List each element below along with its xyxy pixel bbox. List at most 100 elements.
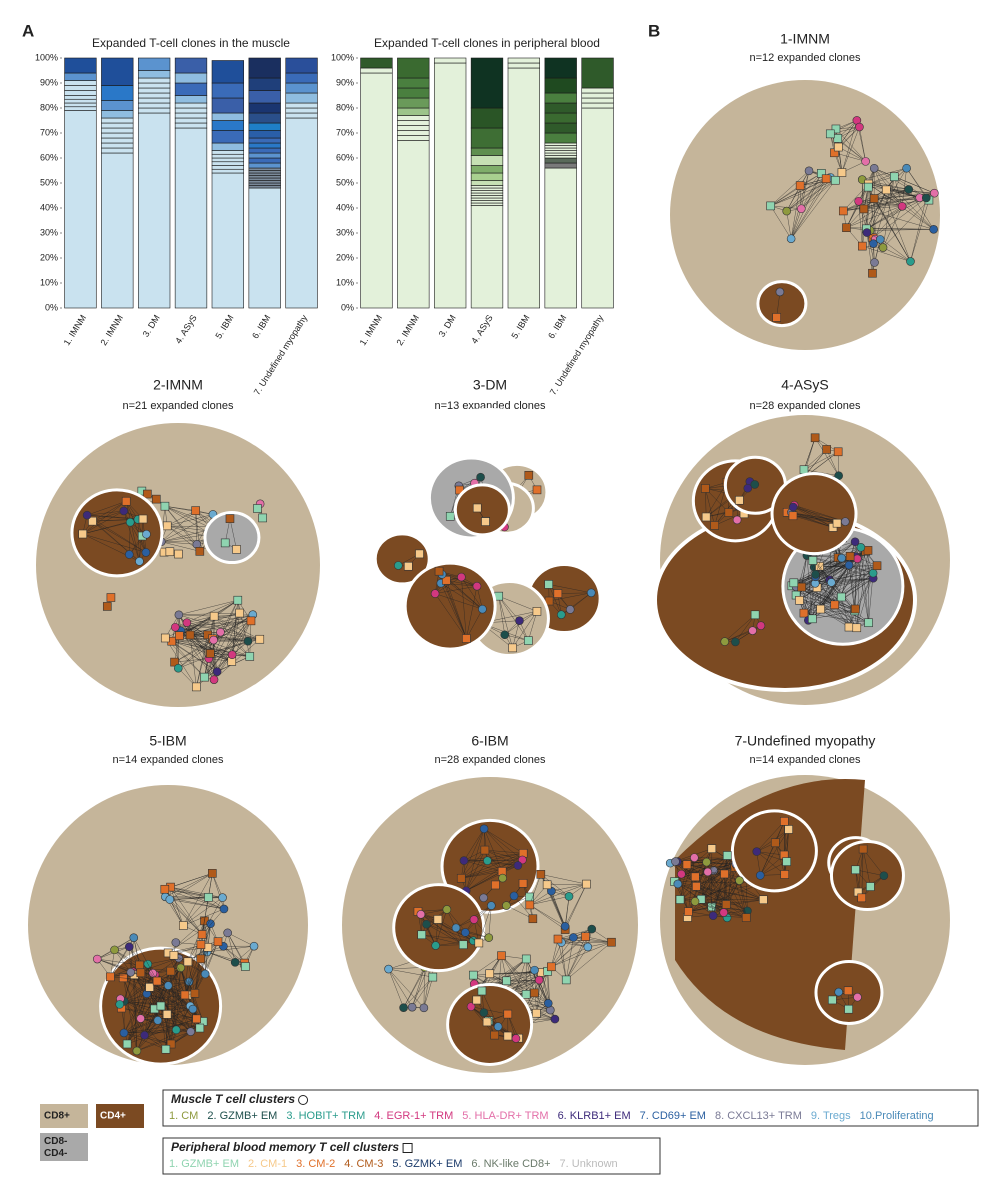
blood-cell [890,172,899,182]
edge [872,239,881,274]
bar-segment [174,72,208,84]
muscle-cell [735,876,744,885]
bar-segment [248,112,281,124]
bar-segment [248,147,281,154]
bar-segment [544,142,577,146]
blood-cell [174,549,183,559]
edge [882,206,903,248]
muscle-cell [586,588,596,598]
blood-cell [151,494,161,504]
bar-segment [285,92,318,104]
edge [712,873,725,916]
edge [423,967,425,1008]
edge [165,637,197,688]
blood-cell [233,595,243,605]
edge [564,883,587,930]
blood-cell [166,1039,176,1049]
edge [483,828,519,866]
edge [212,873,225,910]
blood-cell [795,181,805,190]
blood-cell [434,566,444,576]
edge [195,510,198,545]
edge [674,861,707,882]
legend-item: 3. CM-2 [296,1158,335,1170]
blood-cell [859,204,869,214]
blood-cell [863,182,873,192]
edge [123,977,141,1019]
network-title: 1-IMNM [780,31,830,47]
bar-segment [101,132,134,139]
blood-cell [682,860,692,869]
bar-segment [248,90,281,104]
muscle-cell [560,921,570,931]
edge [812,610,855,620]
edge [461,860,488,879]
blood-cell [482,1017,492,1027]
edge [866,232,873,274]
edge [161,541,200,552]
edge [488,905,492,938]
edge [227,932,236,963]
edge [134,974,177,1030]
edge [756,851,785,875]
muscle-cell [878,243,888,252]
legend-item: 5. HLA-DR+ TRM [462,1110,548,1122]
y-tick-label: 100% [331,52,354,62]
blood-cell [542,880,552,890]
blood-cell [684,907,693,916]
muscle-cell [844,560,854,570]
edge [470,1006,508,1015]
blood-cell [863,546,873,555]
muscle-cell [119,506,129,516]
blood-cell [152,976,162,986]
edge [122,977,138,1051]
muscle-cell [206,919,215,929]
blood-cell [831,124,841,134]
blood-cell [795,595,804,605]
edge [694,857,735,868]
edge [688,857,695,912]
edge [548,584,592,594]
bar-segment [174,127,208,309]
x-tick-label: 4. ASyS [469,313,494,345]
bar-segment [285,72,318,84]
edge [707,871,727,905]
edge [194,941,219,994]
edge [207,945,255,953]
muscle-cell [748,626,757,635]
muscle-cell [479,893,488,903]
muscle-cell [732,515,742,525]
edge [794,504,838,524]
edge [790,208,802,239]
blood-cell [232,545,241,554]
network-title: 3-DM [473,377,507,393]
muscle-cell [906,257,915,266]
bar-segment [137,70,171,79]
edge [793,506,834,528]
blood-cell [821,174,831,184]
bar-segment [470,185,504,189]
edge [724,873,747,918]
muscle-cell [484,933,494,942]
legend-item: 4. CM-3 [344,1158,383,1170]
blood-cell [701,512,711,522]
muscle-cell [174,610,184,620]
bar-segment [397,77,430,89]
edge [466,865,519,891]
edge [869,168,907,231]
blood-cell [784,825,793,834]
edge [435,593,483,610]
edge [201,897,223,935]
blood-cell [720,869,729,879]
muscle-cell [834,987,843,997]
edge [178,599,238,616]
network-title: 5-IBM [149,733,186,749]
bar-segment [211,157,245,163]
blood-cell [789,578,799,588]
bar-segment [64,106,97,111]
compartment-label: CD8-CD4- [44,1136,67,1159]
bar-segment [248,177,281,181]
blood-cell [160,501,170,511]
blood-cell [831,175,840,185]
